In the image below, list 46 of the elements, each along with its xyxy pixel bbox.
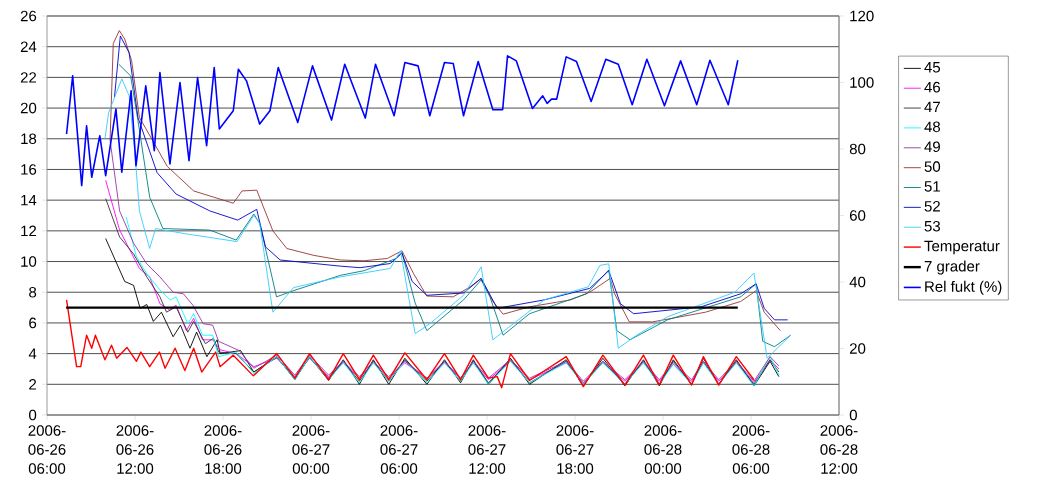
y-tick-label: 10 bbox=[21, 256, 37, 267]
legend-label: 53 bbox=[924, 220, 941, 232]
x-tick-label: 2006-06-28 12:00 bbox=[820, 425, 858, 474]
y-tick-label: 22 bbox=[20, 72, 37, 83]
y-tick-label: 14 bbox=[21, 195, 37, 206]
x-tick-label: 2006-06-27 06:00 bbox=[380, 425, 418, 474]
legend-label: 45 bbox=[924, 62, 941, 73]
x-tick-label: 2006-06-28 06:00 bbox=[732, 425, 770, 474]
y-tick-label: 8 bbox=[29, 286, 37, 298]
legend-label: 7 grader bbox=[924, 260, 980, 275]
y2-tick-label: 80 bbox=[849, 143, 866, 155]
line-series bbox=[65, 299, 755, 389]
line-series bbox=[109, 139, 780, 382]
y-tick-label: 20 bbox=[20, 102, 37, 114]
y-tick-label: 0 bbox=[29, 409, 37, 421]
x-tick-label: 2006-06-26 06:00 bbox=[28, 425, 66, 474]
y2-tick-label: 60 bbox=[849, 210, 866, 221]
legend-label: 48 bbox=[924, 121, 941, 133]
x-tick-label: 2006-06-27 00:00 bbox=[292, 425, 330, 474]
x-tick-label: 2006-06-28 00:00 bbox=[644, 425, 682, 474]
x-tick-label: 2006-06-27 18:00 bbox=[556, 425, 594, 474]
line-series bbox=[65, 55, 739, 187]
y-tick-label: 24 bbox=[20, 41, 37, 52]
legend-label: 52 bbox=[924, 201, 940, 212]
legend-label: 50 bbox=[924, 161, 941, 172]
y2-tick-label: 0 bbox=[849, 409, 857, 421]
y2-tick-label: 40 bbox=[849, 276, 866, 288]
legend-label: 49 bbox=[924, 141, 940, 153]
legend-label: Rel fukt (%) bbox=[925, 280, 1002, 295]
x-tick-label: 2006-06-27 12:00 bbox=[468, 425, 506, 474]
legend-label: Temperatur bbox=[924, 240, 1000, 255]
legend-label: 46 bbox=[924, 81, 941, 93]
y-tick-label: 18 bbox=[21, 133, 37, 145]
y-tick-label: 2 bbox=[29, 379, 37, 390]
y-tick-label: 26 bbox=[20, 10, 37, 22]
y2-tick-label: 120 bbox=[850, 10, 874, 22]
legend-label: 51 bbox=[924, 181, 940, 192]
y-tick-label: 6 bbox=[29, 317, 37, 329]
y2-tick-label: 100 bbox=[850, 77, 874, 88]
y-tick-label: 12 bbox=[21, 225, 37, 237]
legend-label: 47 bbox=[924, 101, 940, 113]
y2-tick-label: 20 bbox=[849, 343, 866, 354]
y-tick-label: 16 bbox=[21, 164, 37, 175]
x-tick-label: 2006-06-26 12:00 bbox=[116, 425, 154, 474]
y-tick-label: 4 bbox=[28, 348, 37, 359]
x-tick-label: 2006-06-26 18:00 bbox=[204, 425, 242, 474]
